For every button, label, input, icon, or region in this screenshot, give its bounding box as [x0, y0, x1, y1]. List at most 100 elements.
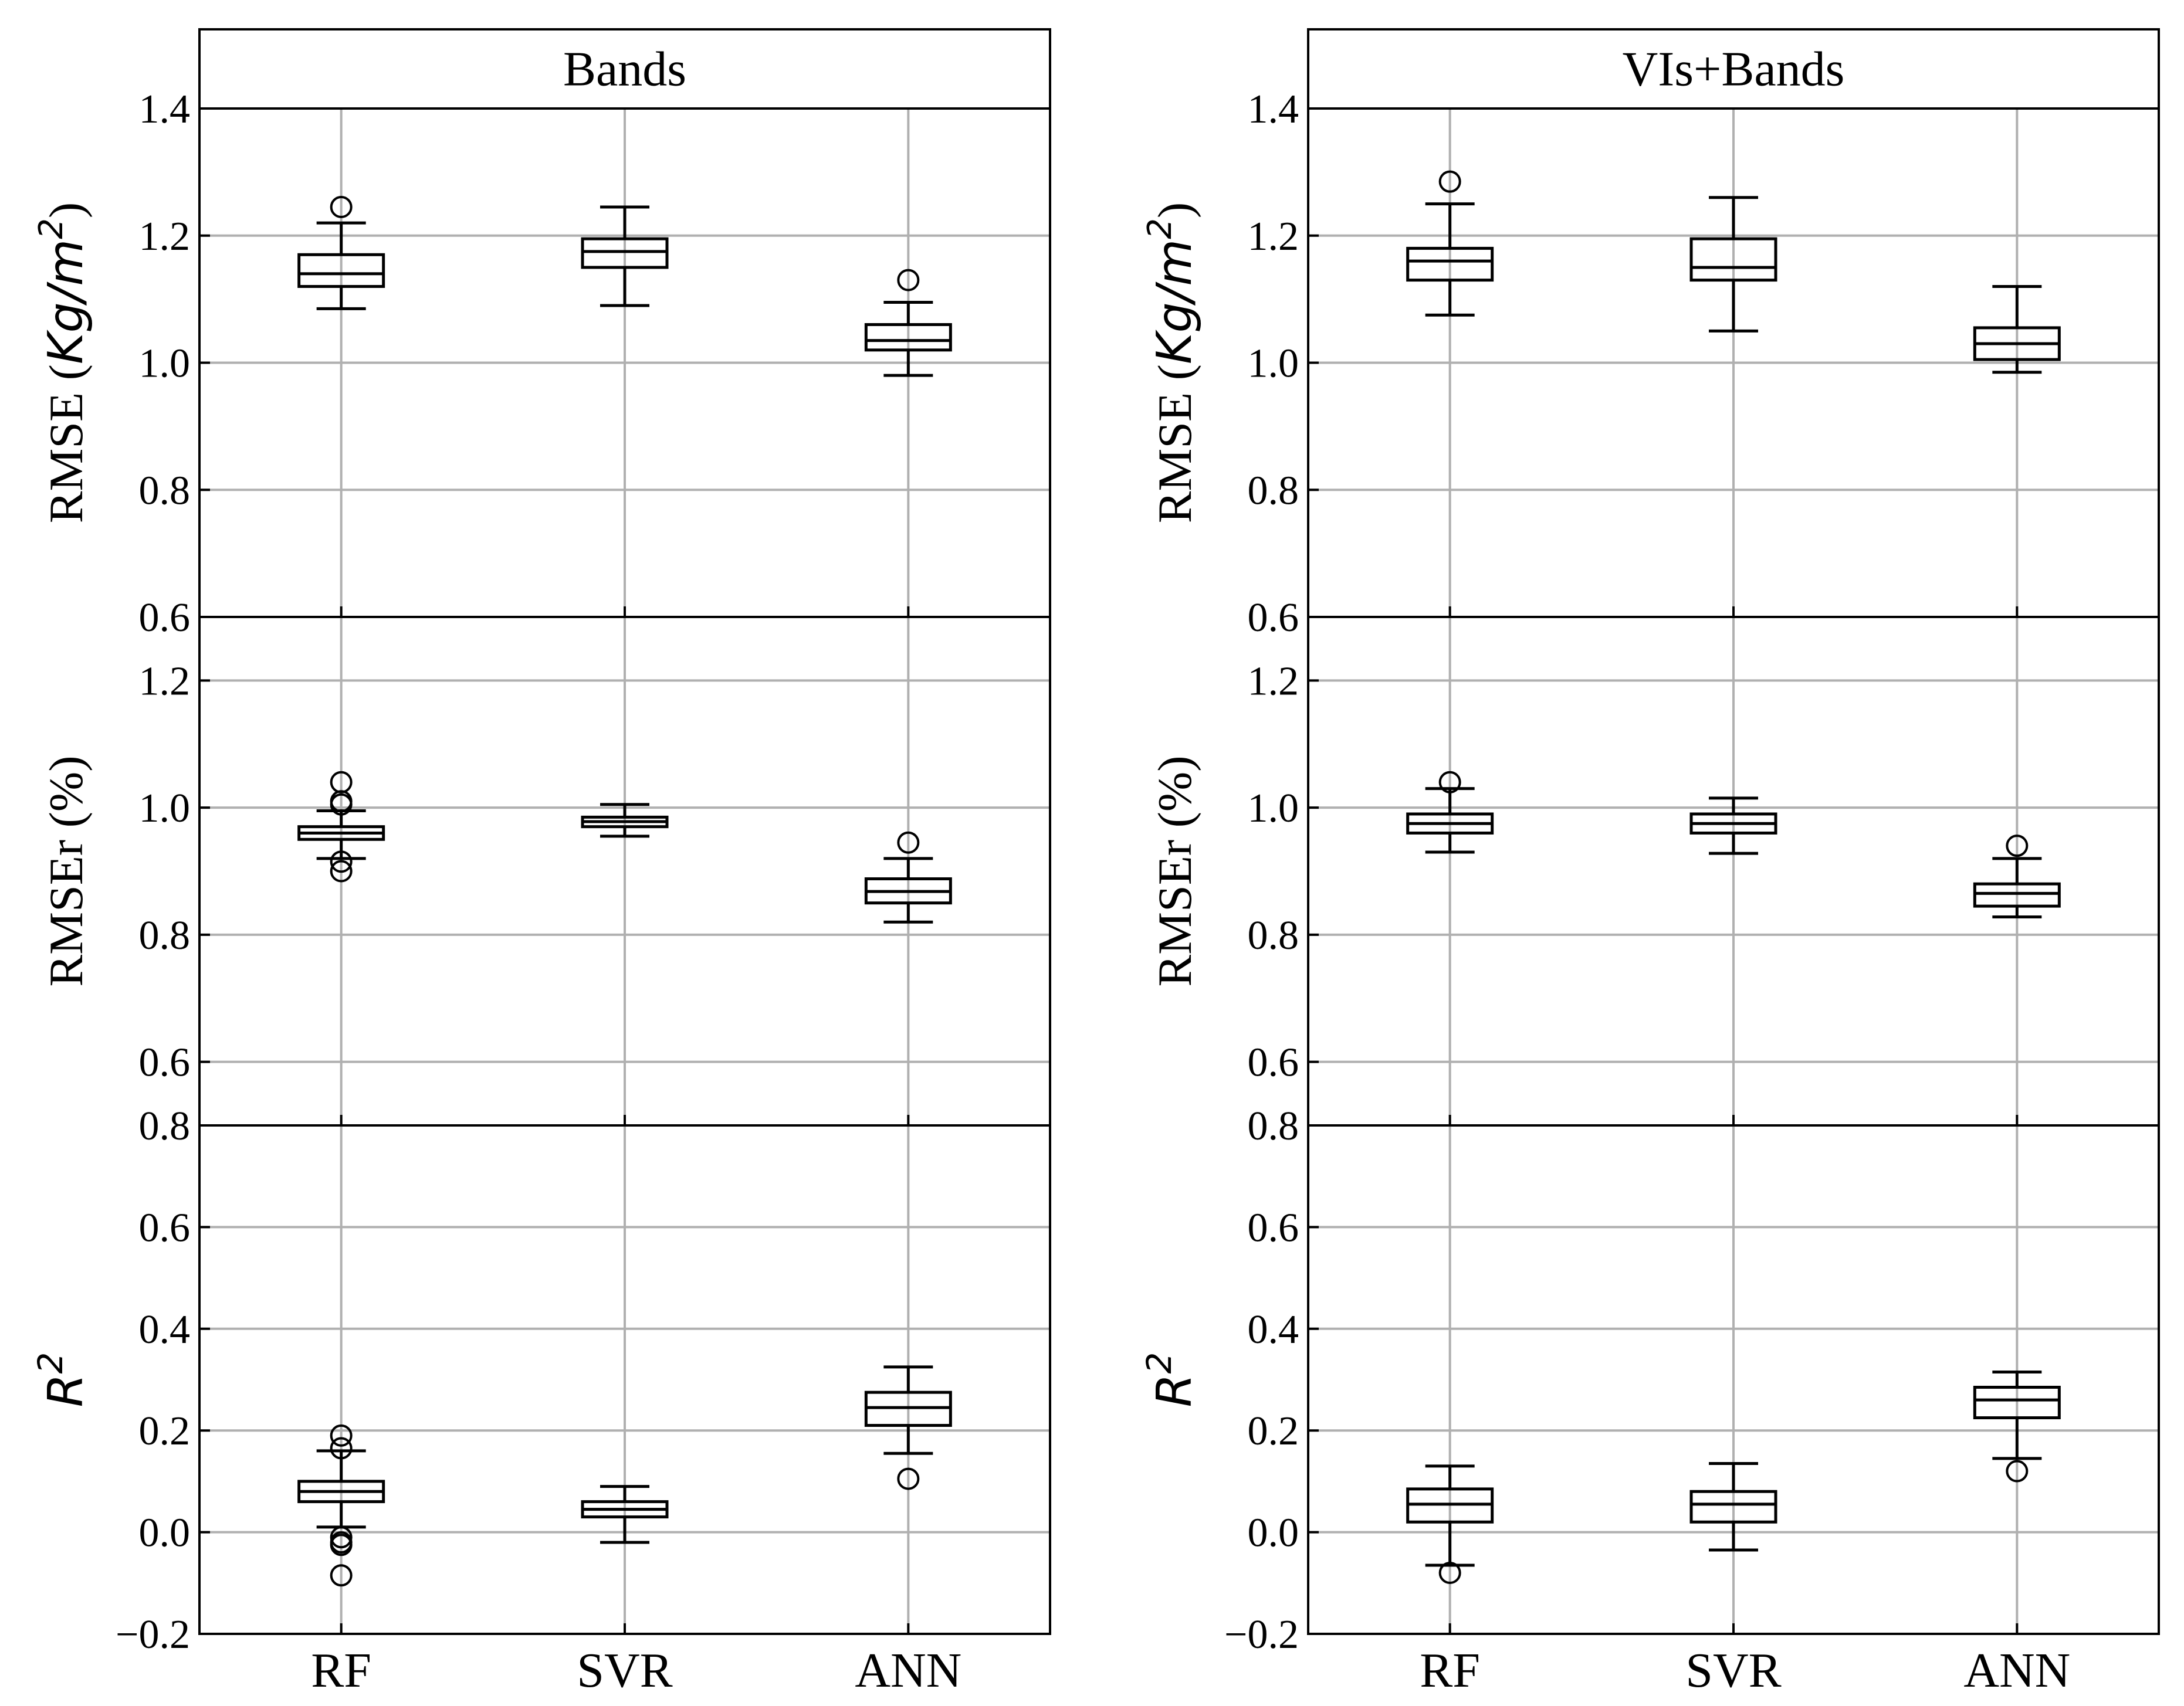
y-tick-label: 0.8 [1248, 1104, 1299, 1149]
y-axis-label: R2 [31, 1352, 94, 1407]
box-svr [1689, 796, 1777, 855]
box-svr [581, 803, 669, 838]
y-tick-label: 0.2 [139, 1409, 191, 1454]
y-tick-label: 0.4 [139, 1307, 191, 1352]
y-tick-label: 1.0 [139, 786, 191, 831]
y-axis-label: RMSEr (%) [1148, 755, 1201, 986]
y-axis-label: RMSEr (%) [39, 755, 93, 986]
box-svr [1689, 196, 1777, 333]
box-ann [1973, 835, 2061, 919]
box-rf [1406, 170, 1494, 317]
x-tick-label: SVR [577, 1643, 672, 1698]
box-body [1689, 237, 1777, 282]
flier-point [1438, 771, 1461, 793]
y-axis-label-part: Kg/m [1147, 239, 1203, 364]
y-axis-label-part: Kg/m [38, 239, 94, 364]
box-body [1406, 246, 1494, 282]
box-ann [1973, 1370, 2061, 1483]
y-axis-label-part: R [38, 1373, 94, 1407]
flier-point [330, 850, 353, 873]
flier-point [2006, 835, 2029, 857]
y-tick-label: 1.0 [1248, 341, 1299, 386]
flier-point [1438, 170, 1461, 193]
y-axis-label-part: 2 [32, 218, 70, 239]
box-body [864, 323, 952, 352]
flier-point [330, 1424, 353, 1447]
box-svr [581, 205, 669, 307]
box-ann [864, 831, 952, 924]
frame-layer [198, 28, 2160, 1635]
y-tick-label: 1.4 [1248, 87, 1299, 132]
column-title: VIs+Bands [1623, 42, 1845, 97]
flier-point [330, 1564, 353, 1587]
y-tick-label: 1.2 [139, 659, 191, 704]
x-tick-label: RF [1420, 1643, 1480, 1698]
y-axis-label: RMSE (Kg/m2) [1141, 202, 1203, 523]
box-body [1973, 882, 2061, 908]
box-body [581, 237, 669, 269]
flier-point [330, 1526, 353, 1549]
y-tick-label: 1.2 [1248, 659, 1299, 704]
flier-point [330, 1534, 353, 1556]
box-rf [297, 1424, 385, 1587]
y-tick-label: 0.6 [139, 1205, 191, 1250]
panel-frame [198, 1124, 1051, 1635]
y-tick-label: 0.6 [139, 1040, 191, 1086]
y-tick-label: 0.8 [1248, 468, 1299, 513]
box-ann [1973, 284, 2061, 374]
y-axis-label: RMSE (Kg/m2) [32, 202, 94, 523]
y-tick-label: 0.8 [139, 913, 191, 958]
x-tick-label: ANN [1963, 1643, 2070, 1698]
box-svr [581, 1485, 669, 1544]
box-body [297, 253, 385, 288]
y-axis-label: R2 [1139, 1352, 1203, 1407]
box-ann [864, 269, 952, 377]
y-tick-label: −0.2 [1224, 1612, 1299, 1657]
flier-point [2006, 1460, 2029, 1483]
flier-point [897, 831, 920, 854]
box-body [1689, 1490, 1777, 1524]
y-tick-label: 0.8 [139, 1104, 191, 1149]
flier-point [330, 793, 353, 816]
box-layer [297, 170, 2061, 1587]
y-tick-label: 1.0 [139, 341, 191, 386]
y-tick-label: 1.2 [1248, 214, 1299, 259]
flier-point [330, 1437, 353, 1460]
box-body [1973, 1386, 2061, 1420]
y-axis-label-part: RMSE ( [1148, 364, 1201, 523]
flier-point [897, 269, 920, 291]
box-svr [1689, 1462, 1777, 1552]
y-axis-label-part: R [1147, 1373, 1203, 1407]
y-tick-label: 0.0 [1248, 1511, 1299, 1556]
column-title: Bands [563, 42, 686, 97]
y-axis-label-part: ) [39, 202, 93, 218]
y-axis-label-part: RMSE ( [39, 364, 93, 523]
y-tick-label: 0.8 [1248, 913, 1299, 958]
y-tick-label: 0.6 [1248, 595, 1299, 640]
y-tick-label: 0.6 [1248, 1205, 1299, 1250]
x-tick-label: RF [311, 1643, 371, 1698]
box-rf [297, 195, 385, 310]
flier-point [897, 1467, 920, 1490]
y-tick-label: 0.2 [1248, 1409, 1299, 1454]
box-rf [1406, 771, 1494, 854]
y-axis-label-part: 2 [1139, 1352, 1179, 1374]
y-tick-label: 0.6 [139, 595, 191, 640]
y-tick-label: −0.2 [116, 1612, 190, 1657]
y-axis-label-part: ) [1148, 202, 1201, 218]
flier-point [330, 860, 353, 883]
box-rf [297, 771, 385, 883]
y-tick-label: 0.4 [1248, 1307, 1299, 1352]
flier-point [1438, 1561, 1461, 1584]
y-tick-label: 0.8 [139, 468, 191, 513]
y-tick-label: 0.6 [1248, 1040, 1299, 1086]
flier-point [330, 195, 353, 218]
box-ann [864, 1365, 952, 1490]
panel-frame [1307, 1124, 2160, 1635]
y-tick-label: 0.0 [139, 1511, 191, 1556]
x-tick-label: SVR [1685, 1643, 1781, 1698]
box-rf [1406, 1464, 1494, 1584]
x-tick-label: ANN [855, 1643, 961, 1698]
